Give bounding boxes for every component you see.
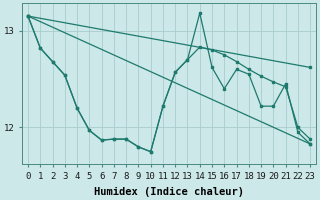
X-axis label: Humidex (Indice chaleur): Humidex (Indice chaleur) — [94, 186, 244, 197]
